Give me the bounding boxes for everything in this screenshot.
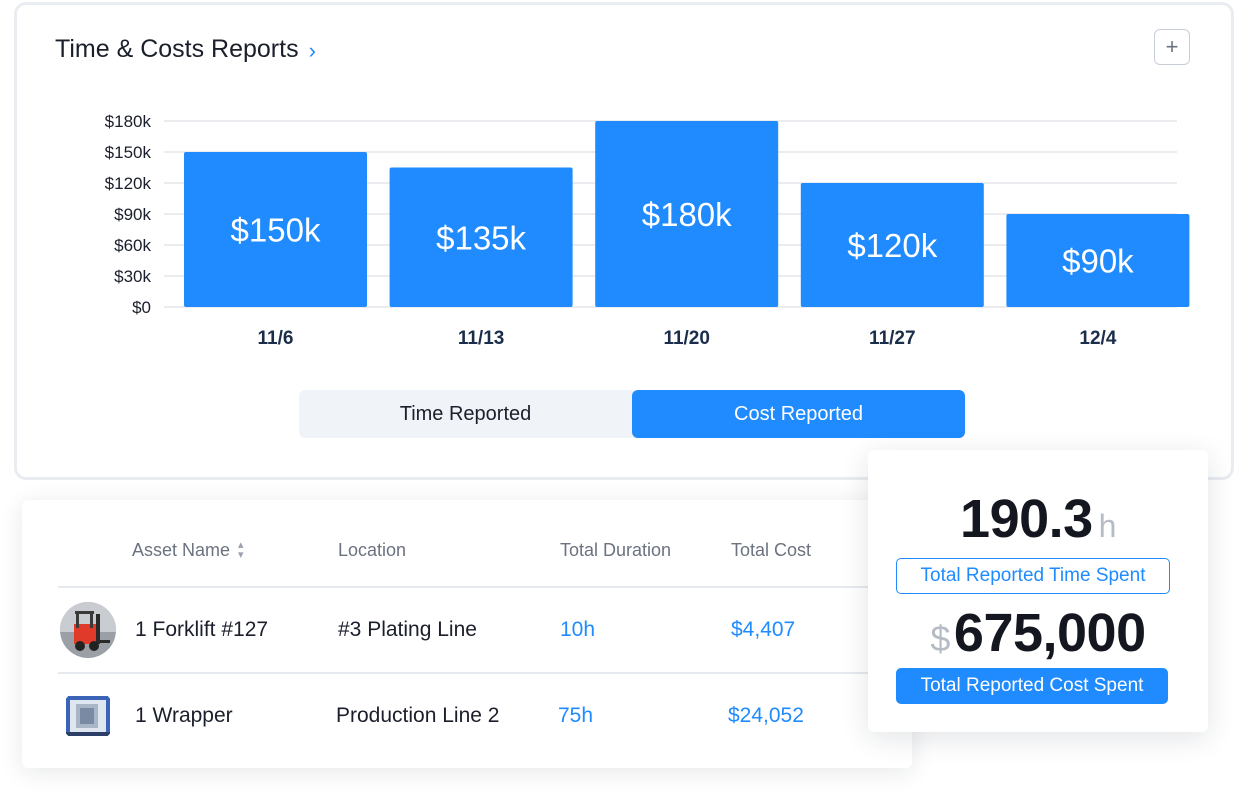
report-title[interactable]: Time & Costs Reports	[55, 35, 299, 63]
bar-data-label: $90k	[1062, 243, 1134, 280]
asset-duration[interactable]: 10h	[560, 618, 596, 641]
sort-icon[interactable]: ▴ ▾	[238, 539, 244, 562]
asset-location: Production Line 2	[336, 704, 500, 727]
wrapper-machine-icon	[60, 688, 116, 744]
x-tick-label: 11/6	[258, 328, 294, 349]
y-tick-label: $180k	[105, 112, 152, 131]
bar	[800, 183, 984, 307]
y-tick-label: $120k	[105, 174, 152, 193]
y-tick-label: $150k	[105, 143, 152, 162]
column-header-total-cost: Total Cost	[731, 540, 812, 560]
asset-name[interactable]: 1 Forklift #127	[135, 618, 269, 641]
report-title-link[interactable]: Time & Costs Reports ›	[55, 35, 316, 64]
total-cost-badge: Total Reported Cost Spent	[896, 668, 1168, 704]
report-type-toggle: Time Reported Cost Reported	[299, 390, 965, 438]
toggle-cost-reported[interactable]: Cost Reported	[632, 390, 965, 438]
asset-location: #3 Plating Line	[338, 618, 477, 641]
bar-data-label: $180k	[642, 196, 732, 233]
x-tick-label: 11/20	[663, 328, 710, 349]
chart-canvas: $0 $30k $60k $90k $120k $150k $180k $150k 11/6 $1…	[105, 112, 1190, 349]
y-tick-label: $0	[132, 298, 151, 317]
y-tick-label: $30k	[114, 267, 151, 286]
x-tick-label: 12/4	[1079, 328, 1116, 349]
bar	[184, 152, 367, 307]
column-header-total-duration: Total Duration	[560, 540, 672, 560]
bar	[1006, 214, 1190, 307]
column-header-location: Location	[338, 540, 407, 560]
total-time-value: 190.3 h	[868, 488, 1208, 550]
bar-data-label: $150k	[231, 212, 321, 249]
column-header-asset-name-label: Asset Name	[132, 540, 231, 560]
forklift-icon	[60, 602, 116, 658]
total-time-badge: Total Reported Time Spent	[896, 558, 1170, 594]
add-button[interactable]: +	[1154, 29, 1190, 65]
asset-duration[interactable]: 75h	[558, 704, 594, 727]
row-divider	[58, 672, 912, 674]
x-tick-label: 11/13	[458, 328, 505, 349]
summary-card: 190.3 h Total Reported Time Spent $675,00…	[868, 450, 1208, 732]
asset-name[interactable]: 1 Wrapper	[135, 704, 233, 727]
cost-bar-chart: $0 $30k $60k $90k $120k $150k $180k $150k 11/6 $1…	[17, 5, 1231, 365]
plus-icon: +	[1165, 34, 1179, 59]
toggle-time-reported[interactable]: Time Reported	[399, 402, 532, 425]
cost-currency: $	[930, 618, 950, 659]
y-tick-label: $60k	[114, 236, 151, 255]
x-tick-label: 11/27	[869, 328, 916, 349]
total-cost-value: $675,000	[868, 602, 1208, 664]
bar-data-label: $135k	[436, 219, 526, 256]
bar-data-label: $120k	[847, 227, 937, 264]
row-divider	[58, 586, 912, 588]
column-header-asset-name[interactable]: Asset Name ▴ ▾	[132, 540, 244, 561]
chevron-right-icon[interactable]: ›	[308, 37, 316, 63]
time-number: 190.3	[960, 489, 1093, 549]
asset-table: Asset Name ▴ ▾ Location Total Duration Tot…	[22, 500, 912, 768]
time-costs-report-card: Time & Costs Reports › + $0 $30k $60k $90k $…	[14, 2, 1234, 480]
time-unit: h	[1098, 508, 1117, 544]
asset-cost[interactable]: $4,407	[731, 618, 796, 641]
cost-number: 675,000	[953, 603, 1146, 663]
bar	[595, 121, 779, 307]
y-tick-label: $90k	[114, 205, 151, 224]
asset-cost[interactable]: $24,052	[728, 704, 804, 727]
bar	[389, 167, 573, 307]
